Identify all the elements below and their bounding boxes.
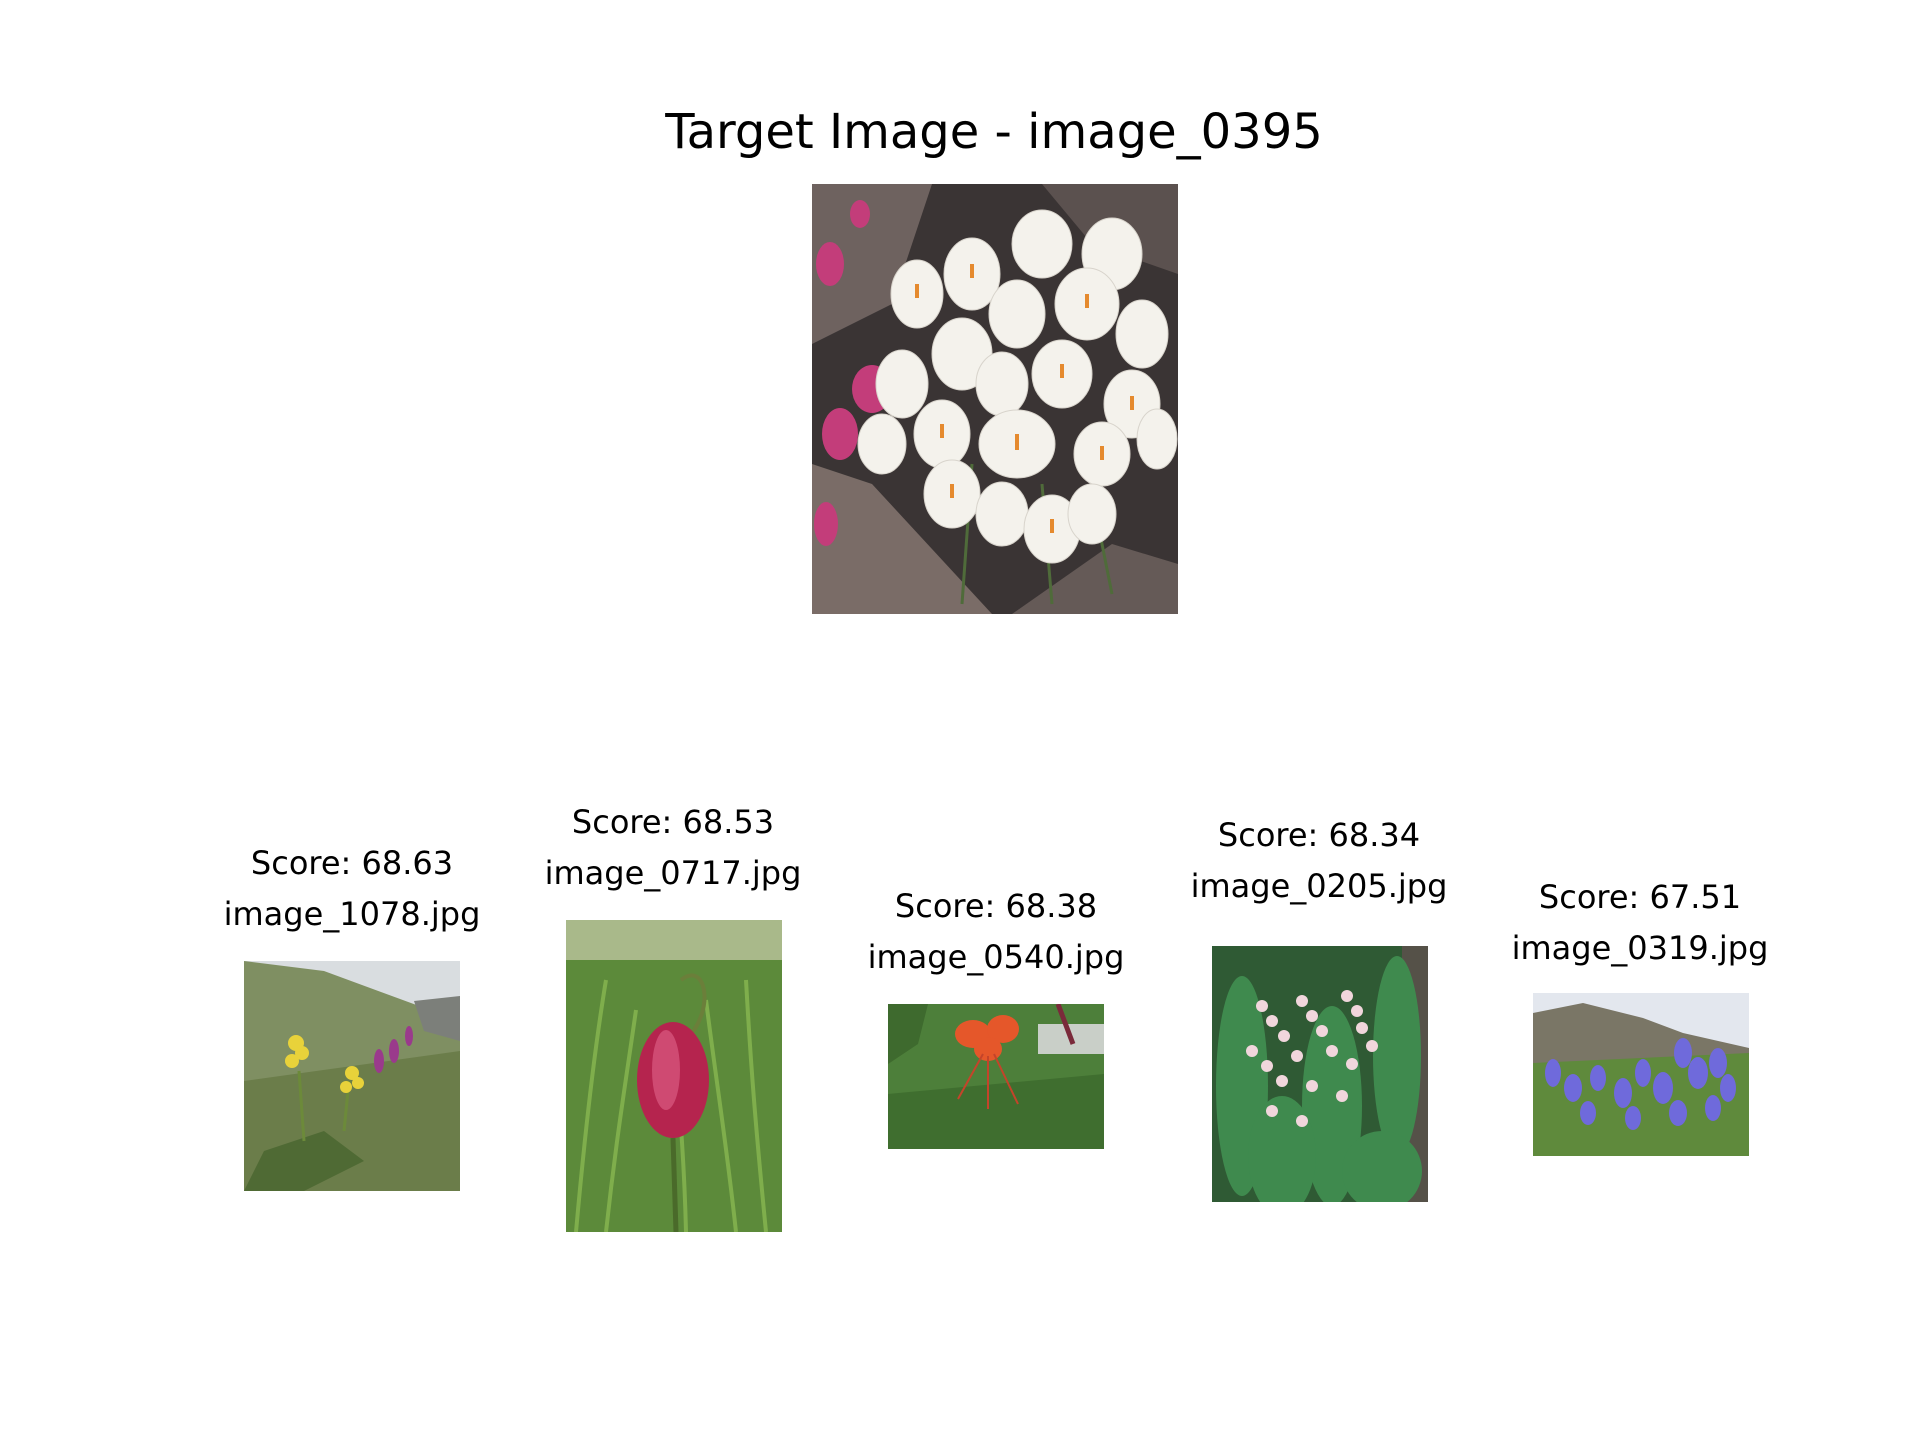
cowslip-meadow-photo bbox=[244, 961, 460, 1191]
target-image bbox=[812, 184, 1178, 614]
result-score: Score: 68.63 bbox=[250, 844, 454, 882]
result-filename: image_0540.jpg bbox=[867, 938, 1125, 976]
result-image-2 bbox=[566, 920, 782, 1232]
result-image-4 bbox=[1212, 946, 1428, 1202]
result-caption-2: Score: 68.53 image_0717.jpg bbox=[513, 797, 833, 899]
result-filename: image_0205.jpg bbox=[1190, 867, 1448, 905]
white-crocus-photo bbox=[812, 184, 1178, 614]
lily-of-the-valley-photo bbox=[1212, 946, 1428, 1202]
result-score: Score: 67.51 bbox=[1538, 878, 1742, 916]
page-title: Target Image - image_0395 bbox=[665, 104, 1323, 160]
result-score: Score: 68.34 bbox=[1217, 816, 1421, 854]
result-caption-1: Score: 68.63 image_1078.jpg bbox=[192, 838, 512, 940]
result-image-1 bbox=[244, 961, 460, 1191]
result-image-3 bbox=[888, 1004, 1104, 1149]
result-score: Score: 68.53 bbox=[571, 803, 775, 841]
bluebell-photo bbox=[1533, 993, 1749, 1156]
result-image-5 bbox=[1533, 993, 1749, 1156]
fritillary-photo bbox=[566, 920, 782, 1232]
result-caption-3: Score: 68.38 image_0540.jpg bbox=[836, 881, 1156, 983]
tiger-lily-photo bbox=[888, 1004, 1104, 1149]
result-filename: image_0319.jpg bbox=[1511, 929, 1769, 967]
result-caption-4: Score: 68.34 image_0205.jpg bbox=[1159, 810, 1479, 912]
result-filename: image_1078.jpg bbox=[223, 895, 481, 933]
result-caption-5: Score: 67.51 image_0319.jpg bbox=[1480, 872, 1800, 974]
result-score: Score: 68.38 bbox=[894, 887, 1098, 925]
result-filename: image_0717.jpg bbox=[544, 854, 802, 892]
